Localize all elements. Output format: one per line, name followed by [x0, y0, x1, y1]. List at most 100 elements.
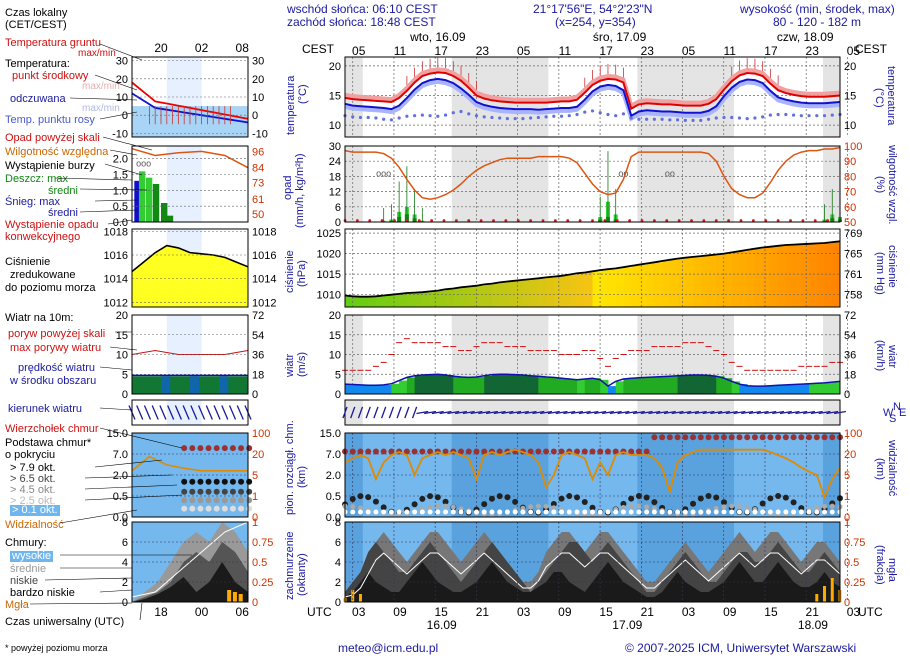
pressure-column	[538, 278, 547, 307]
temp-ytick-right: 20	[844, 61, 856, 73]
cloud-top-dot	[790, 434, 797, 441]
pressure-column	[607, 269, 617, 307]
cloud-base-dot	[705, 493, 712, 500]
conv-precip-dot	[826, 219, 830, 222]
dew-point-dot	[614, 114, 618, 118]
mini-temp-ytick-right: -10	[252, 128, 268, 140]
mini-humidity-ytick: 61	[252, 194, 264, 206]
conv-precip-dot	[516, 219, 520, 222]
pressure-ytick: 1015	[317, 269, 341, 281]
mini-cloud-top-dot	[229, 445, 236, 452]
dew-point-dot	[413, 114, 417, 118]
cloud-top-dot	[597, 448, 604, 455]
humidity-ytick: 80	[844, 171, 856, 183]
mini-cover-low	[132, 562, 248, 602]
legend-okt-25: > 2.5 okt.	[10, 495, 56, 507]
email-link[interactable]: meteo@icm.edu.pl	[338, 641, 439, 655]
day-label-top: czw, 18.09	[777, 30, 834, 44]
wind-direction-arrow	[373, 406, 379, 419]
dew-point-dot	[583, 110, 587, 114]
wind-direction-arrow	[694, 410, 707, 415]
wind-speed-column	[832, 382, 841, 394]
mini-temp-ytick-right: 20	[252, 74, 264, 86]
pressure-column	[584, 272, 593, 307]
fog-ytick: 0.5	[844, 557, 859, 569]
cloud-base-dot	[651, 499, 658, 506]
mini-cloud-ytick: 0.5	[113, 491, 128, 503]
mini-wind-arrow	[136, 405, 144, 420]
cloud-base-dot-white	[760, 509, 766, 515]
mini-dir-frame	[131, 399, 249, 426]
cloud-base-dot-white	[528, 509, 534, 515]
mini-prec-ytick: 0.5	[113, 201, 128, 213]
mini-cloud-base-dot-4	[189, 505, 196, 512]
legend-temperature: Temperatura:	[5, 58, 70, 70]
mini-rain-bar	[145, 177, 153, 222]
legend-leader-line	[79, 209, 138, 213]
cloud-base-dot	[635, 493, 642, 500]
mini-cloud-base-dot-4	[238, 505, 245, 512]
cloud-base-dot-light	[644, 504, 650, 510]
mini-cloud-base-dot-3	[213, 497, 220, 504]
mini-cloud-base-dot-2	[189, 488, 196, 495]
dew-point-dot	[815, 114, 819, 118]
cloud-base-dot-light	[543, 503, 549, 509]
cloud-base-dot-white	[466, 509, 472, 515]
legend-leader-line	[104, 163, 143, 176]
cloud-base-dot	[782, 494, 789, 501]
utc-tick-label: 21	[641, 605, 655, 619]
cloud-base-dot-white	[597, 509, 603, 515]
mini-wind-ytick: 5	[122, 369, 128, 381]
mini-top-tick: 20	[154, 41, 168, 55]
mini-temp-ytick-left: 0	[122, 110, 128, 122]
mini-wind-arrow	[236, 405, 244, 420]
pressure-column	[476, 285, 485, 307]
wind-speed-column	[553, 377, 563, 394]
wind-direction-arrow	[632, 410, 645, 415]
pressure-column	[778, 245, 787, 307]
mini-fog-ytick: 0	[252, 597, 258, 609]
legend-clouds: Chmury:	[5, 537, 47, 549]
day-label-bottom: 16.09	[427, 618, 457, 632]
conv-precip-dot	[368, 219, 372, 222]
pressure-column	[615, 268, 624, 307]
dew-point-dot	[505, 117, 510, 121]
mini-wind-arrow	[159, 405, 167, 420]
cloud-base-dot-light	[628, 503, 634, 509]
legend-leader-line	[44, 577, 133, 581]
cloud-base-dot-white	[350, 509, 356, 515]
storm-marker: oo	[665, 168, 675, 178]
legend-precip-above: Opad powyżej skali	[5, 132, 100, 144]
cloud-base-dot-white	[489, 509, 495, 515]
wind-speed-column	[607, 386, 617, 394]
pressure-column	[375, 296, 385, 307]
pressure-column	[824, 242, 833, 307]
mini-cloud-base-dot-4	[246, 505, 253, 512]
sunrise-text: wschód słońca: 06:10 CEST	[287, 2, 438, 16]
legend-conv-precip-1: Wystąpienie opadu	[5, 219, 99, 231]
altitude-title: wysokość (min, środek, max)	[740, 2, 895, 16]
wind-kmh-tick: 18	[844, 369, 856, 381]
pressure-column	[600, 270, 609, 307]
conv-precip-dot	[615, 219, 619, 222]
mini-pres-ytick-left: 1018	[104, 226, 128, 238]
dew-point-dot	[482, 115, 486, 119]
pressure-mmhg-tick: 758	[844, 290, 862, 302]
pres-frame	[344, 228, 841, 308]
wind-direction-arrow	[601, 410, 614, 415]
conv-precip-dot	[417, 219, 421, 222]
conv-precip-dot	[541, 219, 545, 222]
mini-cover-ytick: 8	[122, 517, 128, 529]
cloud-top-dot	[666, 434, 673, 441]
mini-pres-ytick-left: 1014	[104, 274, 128, 286]
cloud-base-dot	[720, 499, 727, 506]
conv-precip-dot	[529, 219, 533, 222]
cloud-top-dot	[628, 448, 635, 455]
legend-felt: odczuwana	[10, 93, 66, 105]
pressure-mmhg-tick: 769	[844, 228, 862, 240]
pressure-mmhg-tick: 761	[844, 269, 862, 281]
dew-point-dot	[761, 115, 765, 119]
cloud-base-dot-white	[706, 509, 712, 515]
cloud-top-dot	[759, 434, 766, 441]
dew-point-dot	[598, 111, 602, 115]
